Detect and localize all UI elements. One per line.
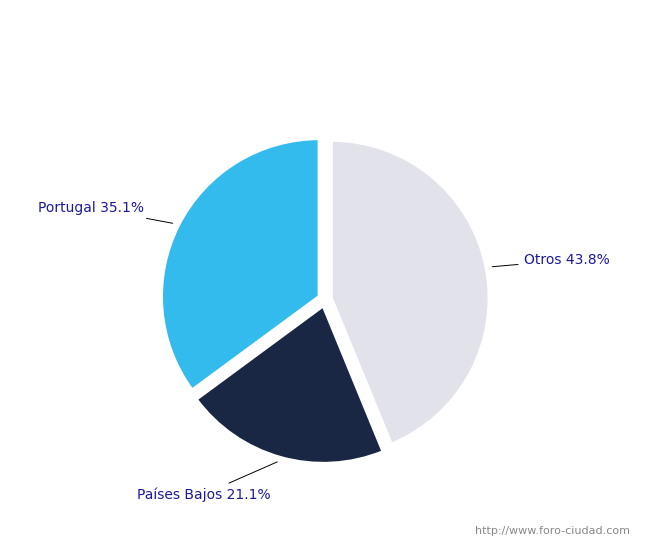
Text: Países Bajos 21.1%: Países Bajos 21.1% bbox=[136, 462, 277, 502]
Text: Otros 43.8%: Otros 43.8% bbox=[492, 253, 609, 267]
Text: http://www.foro-ciudad.com: http://www.foro-ciudad.com bbox=[476, 526, 630, 536]
Wedge shape bbox=[332, 140, 489, 444]
Wedge shape bbox=[161, 139, 319, 390]
Text: Portugal 35.1%: Portugal 35.1% bbox=[38, 201, 173, 223]
Wedge shape bbox=[196, 305, 384, 464]
Text: Barcarrota - Turistas extranjeros según país - Abril de 2024: Barcarrota - Turistas extranjeros según … bbox=[88, 18, 562, 34]
